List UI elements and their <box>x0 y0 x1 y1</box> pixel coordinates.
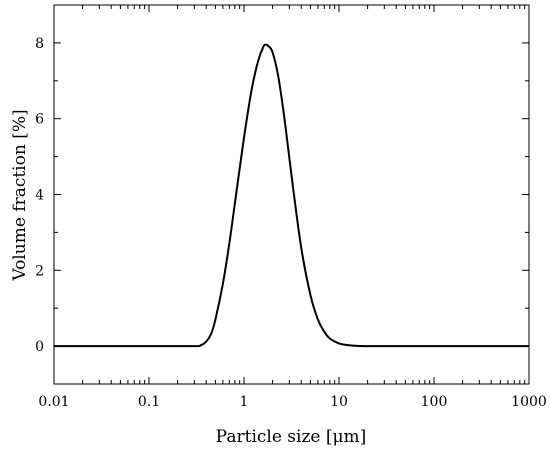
x-tick-label: 0.1 <box>138 394 160 410</box>
y-tick-label: 0 <box>35 339 44 355</box>
y-axis-title: Volume fraction [%] <box>10 109 30 281</box>
y-tick-label: 8 <box>35 36 44 52</box>
x-axis-title: Particle size [μm] <box>216 427 367 447</box>
y-tick-label: 6 <box>35 112 44 128</box>
x-tick-label: 0.01 <box>38 394 69 410</box>
x-tick-label: 10 <box>330 394 348 410</box>
x-tick-label: 1 <box>240 394 249 410</box>
series-line <box>54 43 529 348</box>
plot-frame <box>53 4 530 385</box>
y-tick-label: 4 <box>35 188 44 204</box>
tick-labels: 0.01 0.1 1 10 100 1000 0 2 4 6 8 <box>35 36 547 410</box>
x-tick-label: 100 <box>421 394 448 410</box>
x-tick-label: 1000 <box>511 394 547 410</box>
axis-ticks <box>53 4 530 385</box>
y-tick-label: 2 <box>35 263 44 279</box>
